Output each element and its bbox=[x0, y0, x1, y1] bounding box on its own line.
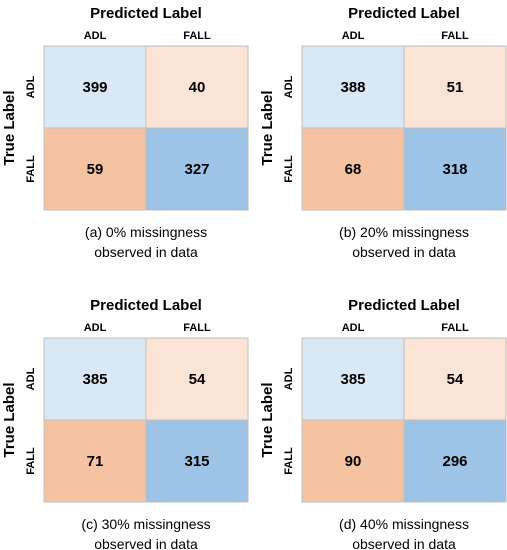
panel-c-col-label-adl: ADL bbox=[84, 322, 107, 334]
panel-b-cell-0-1 bbox=[403, 45, 507, 129]
panel-a-caption-line1: (a) 0% missingness bbox=[85, 224, 207, 240]
panel-b-title: Predicted Label bbox=[348, 5, 460, 22]
panel-d-col-label-fall: FALL bbox=[441, 322, 469, 334]
panel-a-caption-line2: observed in data bbox=[94, 244, 198, 260]
panel-c-cell-0-1 bbox=[145, 337, 249, 421]
panel-b-cell-value-1-1: 318 bbox=[442, 161, 467, 178]
panel-c-row-label-fall: FALL bbox=[25, 447, 37, 475]
panel-c-cell-value-0-0: 385 bbox=[82, 371, 107, 388]
panel-b-col-label-adl: ADL bbox=[342, 30, 365, 42]
panel-b-row-label-fall: FALL bbox=[283, 155, 295, 183]
panel-a-cell-0-1 bbox=[145, 45, 249, 129]
panel-b-caption-line2: observed in data bbox=[352, 244, 456, 260]
panel-c-cell-1-1 bbox=[145, 419, 249, 503]
panel-d-caption-line1: (d) 40% missingness bbox=[339, 516, 469, 532]
panel-c-caption-line2: observed in data bbox=[94, 536, 198, 550]
panel-c-title: Predicted Label bbox=[90, 297, 202, 314]
panel-d-col-label-adl: ADL bbox=[342, 322, 365, 334]
panel-a-col-label-fall: FALL bbox=[183, 30, 211, 42]
panel-c-row-label-adl: ADL bbox=[25, 367, 37, 390]
panel-b-cell-value-0-1: 51 bbox=[447, 79, 464, 96]
panel-c-caption-line1: (c) 30% missingness bbox=[81, 516, 210, 532]
panel-b-cell-1-0 bbox=[301, 127, 405, 211]
panel-d-row-label-fall: FALL bbox=[283, 447, 295, 475]
panel-a-cell-value-0-1: 40 bbox=[189, 79, 206, 96]
panel-c-ylabel: True Label bbox=[1, 382, 18, 457]
panel-a-row-label-adl: ADL bbox=[25, 75, 37, 98]
panel-b-cell-1-1 bbox=[403, 127, 507, 211]
panel-a-cell-value-0-0: 399 bbox=[82, 79, 107, 96]
panel-a-cell-1-0 bbox=[43, 127, 147, 211]
panel-b-row-label-adl: ADL bbox=[283, 75, 295, 98]
panel-d-cell-0-1 bbox=[403, 337, 507, 421]
panel-b-ylabel: True Label bbox=[259, 90, 276, 165]
panel-b-cell-value-0-0: 388 bbox=[340, 79, 365, 96]
panel-c-cell-value-1-1: 315 bbox=[184, 453, 209, 470]
panel-d-cell-0-0 bbox=[301, 337, 405, 421]
panel-a-cell-value-1-0: 59 bbox=[87, 161, 104, 178]
panel-d-cell-1-0 bbox=[301, 419, 405, 503]
panel-a-ylabel: True Label bbox=[1, 90, 18, 165]
panel-d-ylabel: True Label bbox=[259, 382, 276, 457]
panel-b-cell-value-1-0: 68 bbox=[345, 161, 362, 178]
panel-c-cell-value-1-0: 71 bbox=[87, 453, 104, 470]
panel-b-col-label-fall: FALL bbox=[441, 30, 469, 42]
panel-a-cell-1-1 bbox=[145, 127, 249, 211]
panel-a-title: Predicted Label bbox=[90, 5, 202, 22]
panel-d-title: Predicted Label bbox=[348, 297, 460, 314]
panel-a-row-label-fall: FALL bbox=[25, 155, 37, 183]
panel-b-cell-0-0 bbox=[301, 45, 405, 129]
panel-a-cell-value-1-1: 327 bbox=[184, 161, 209, 178]
panel-d-caption-line2: observed in data bbox=[352, 536, 456, 550]
panel-c-cell-value-0-1: 54 bbox=[189, 371, 206, 388]
panel-d-cell-value-0-1: 54 bbox=[447, 371, 464, 388]
panel-c-col-label-fall: FALL bbox=[183, 322, 211, 334]
panel-d-cell-1-1 bbox=[403, 419, 507, 503]
panel-d-cell-value-1-0: 90 bbox=[345, 453, 362, 470]
panel-d-cell-value-1-1: 296 bbox=[442, 453, 467, 470]
panel-a-cell-0-0 bbox=[43, 45, 147, 129]
panel-d-cell-value-0-0: 385 bbox=[340, 371, 365, 388]
panel-d-row-label-adl: ADL bbox=[283, 367, 295, 390]
panel-a-col-label-adl: ADL bbox=[84, 30, 107, 42]
panel-b-caption-line1: (b) 20% missingness bbox=[339, 224, 469, 240]
